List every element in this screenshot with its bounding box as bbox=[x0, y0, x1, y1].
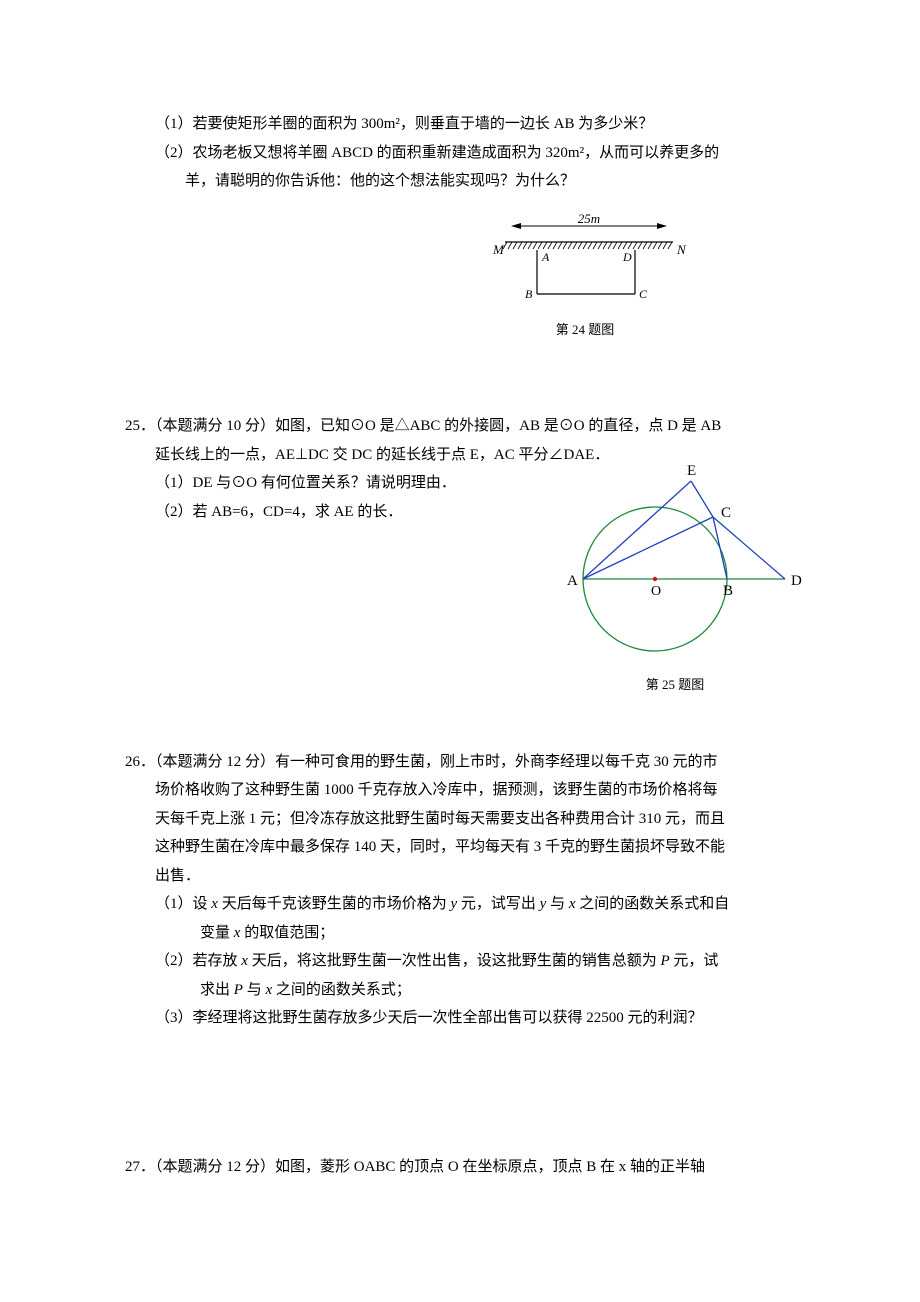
p24-figcaption: 第 24 题图 bbox=[365, 318, 805, 343]
svg-text:C: C bbox=[639, 287, 648, 301]
p26-sub3: （3）李经理将这批野生菌存放多少天后一次性全部出售可以获得 22500 元的利润… bbox=[125, 1004, 805, 1033]
p24-sub1: （1）若要使矩形羊圈的面积为 300m²，则垂直于墙的一边长 AB 为多少米？ bbox=[125, 110, 805, 139]
svg-text:A: A bbox=[567, 573, 578, 589]
p26-sub1-l2: 变量 x 的取值范围； bbox=[125, 919, 805, 948]
p25-figure: A B D C E O 第 25 题图 bbox=[545, 459, 805, 698]
p24-sub2-line1: （2）农场老板又想将羊圈 ABCD 的面积重新建造成面积为 320m²，从而可以… bbox=[125, 139, 805, 168]
p26-head-l3: 天每千克上涨 1 元；但冷冻存放这批野生菌时每天需要支出各种费用合计 310 元… bbox=[125, 805, 805, 834]
exam-page: （1）若要使矩形羊圈的面积为 300m²，则垂直于墙的一边长 AB 为多少米？ … bbox=[0, 0, 920, 1302]
p24-sub2-line2: 羊，请聪明的你告诉他：他的这个想法能实现吗？为什么？ bbox=[125, 167, 805, 196]
svg-text:D: D bbox=[622, 250, 632, 264]
svg-text:B: B bbox=[525, 287, 533, 301]
p26-sub1-l1: （1）设 x 天后每千克该野生菌的市场价格为 y 元，试写出 y 与 x 之间的… bbox=[125, 890, 805, 919]
p26-head-l1: 26．（本题满分 12 分）有一种可食用的野生菌，刚上市时，外商李经理以每千克 … bbox=[125, 748, 805, 777]
svg-text:O: O bbox=[651, 584, 661, 599]
svg-text:C: C bbox=[721, 505, 731, 521]
problem-25: 25．（本题满分 10 分）如图，已知⊙O 是△ABC 的外接圆，AB 是⊙O … bbox=[125, 412, 805, 698]
p25-diagram: A B D C E O bbox=[545, 459, 805, 669]
p26-head-l5: 出售． bbox=[125, 862, 805, 891]
svg-text:B: B bbox=[723, 583, 733, 599]
svg-text:N: N bbox=[676, 242, 687, 257]
svg-text:E: E bbox=[687, 463, 696, 479]
svg-text:M: M bbox=[492, 242, 505, 257]
problem-26: 26．（本题满分 12 分）有一种可食用的野生菌，刚上市时，外商李经理以每千克 … bbox=[125, 748, 805, 1033]
p24-diagram: 25m M N A D B C bbox=[475, 214, 695, 314]
p27-head: 27．（本题满分 12 分）如图，菱形 OABC 的顶点 O 在坐标原点，顶点 … bbox=[125, 1153, 805, 1182]
p24-figure: 25m M N A D B C 第 24 题图 bbox=[365, 214, 805, 343]
p26-sub2-l2: 求出 P 与 x 之间的函数关系式； bbox=[125, 976, 805, 1005]
problem-24-continued: （1）若要使矩形羊圈的面积为 300m²，则垂直于墙的一边长 AB 为多少米？ … bbox=[125, 110, 805, 342]
p26-head-l2: 场价格收购了这种野生菌 1000 千克存放入冷库中，据预测，该野生菌的市场价格将… bbox=[125, 776, 805, 805]
svg-text:D: D bbox=[791, 573, 802, 589]
p26-sub2-l1: （2）若存放 x 天后，将这批野生菌一次性出售，设这批野生菌的销售总额为 P 元… bbox=[125, 947, 805, 976]
svg-text:A: A bbox=[541, 250, 550, 264]
p25-head-l1: 25．（本题满分 10 分）如图，已知⊙O 是△ABC 的外接圆，AB 是⊙O … bbox=[125, 412, 805, 441]
problem-27: 27．（本题满分 12 分）如图，菱形 OABC 的顶点 O 在坐标原点，顶点 … bbox=[125, 1153, 805, 1182]
svg-text:25m: 25m bbox=[578, 214, 600, 226]
p25-figcaption: 第 25 题图 bbox=[545, 673, 805, 698]
p26-head-l4: 这种野生菌在冷库中最多保存 140 天，同时，平均每天有 3 千克的野生菌损坏导… bbox=[125, 833, 805, 862]
